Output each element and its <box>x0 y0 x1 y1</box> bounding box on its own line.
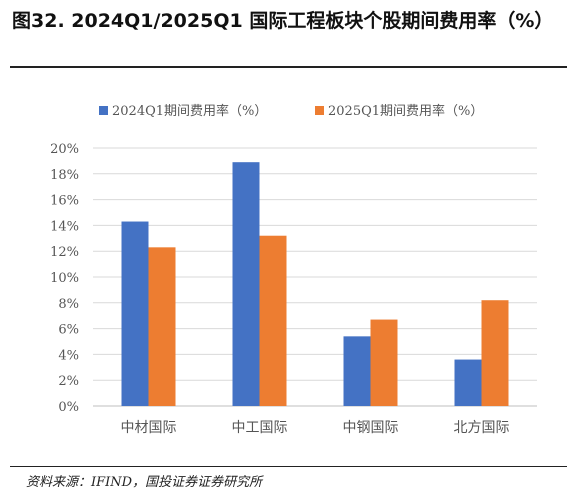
legend-swatch <box>99 106 108 115</box>
y-tick-label: 16% <box>50 194 79 209</box>
y-tick-label: 10% <box>50 271 79 286</box>
y-tick-label: 8% <box>58 297 79 312</box>
y-tick-label: 18% <box>50 168 79 183</box>
x-tick-label: 中钢国际 <box>343 420 399 436</box>
y-tick-label: 12% <box>50 245 79 260</box>
bar-2024q1 <box>232 162 260 406</box>
chart-legend: 2024Q1期间费用率（%） 2025Q1期间费用率（%） <box>99 103 483 119</box>
bar-2024q1 <box>343 336 371 406</box>
y-tick-label: 0% <box>58 400 79 415</box>
y-axis-ticks: 0% 2% 4% 6% 8% 10% 12% 14% 16% 18% 20% <box>50 142 79 415</box>
y-tick-label: 4% <box>58 348 79 363</box>
x-axis: 中材国际 中工国际 中钢国际 北方国际 <box>121 420 510 436</box>
y-tick-label: 2% <box>58 374 79 389</box>
x-tick-label: 中工国际 <box>232 420 288 436</box>
bar-2025q1 <box>259 235 287 406</box>
legend-swatch <box>315 106 324 115</box>
title-rule <box>10 66 567 68</box>
x-tick-label: 中材国际 <box>121 420 177 436</box>
bar-2024q1 <box>454 359 482 406</box>
x-tick-label: 北方国际 <box>454 420 510 436</box>
chart-bars <box>121 162 509 406</box>
y-tick-label: 20% <box>50 142 79 157</box>
source-rule <box>10 466 567 467</box>
bar-2025q1 <box>370 319 398 406</box>
legend-label: 2024Q1期间费用率（%） <box>112 103 267 119</box>
bar-2024q1 <box>121 221 149 406</box>
figure-title: 图32. 2024Q1/2025Q1 国际工程板块个股期间费用率（%） <box>12 10 554 32</box>
bar-2025q1 <box>148 247 176 406</box>
bar-2025q1 <box>481 300 509 406</box>
legend-label: 2025Q1期间费用率（%） <box>328 103 483 119</box>
y-tick-label: 6% <box>58 323 79 338</box>
source-note: 资料来源：IFIND，国投证券证券研究所 <box>26 475 263 490</box>
y-tick-label: 14% <box>50 219 79 234</box>
